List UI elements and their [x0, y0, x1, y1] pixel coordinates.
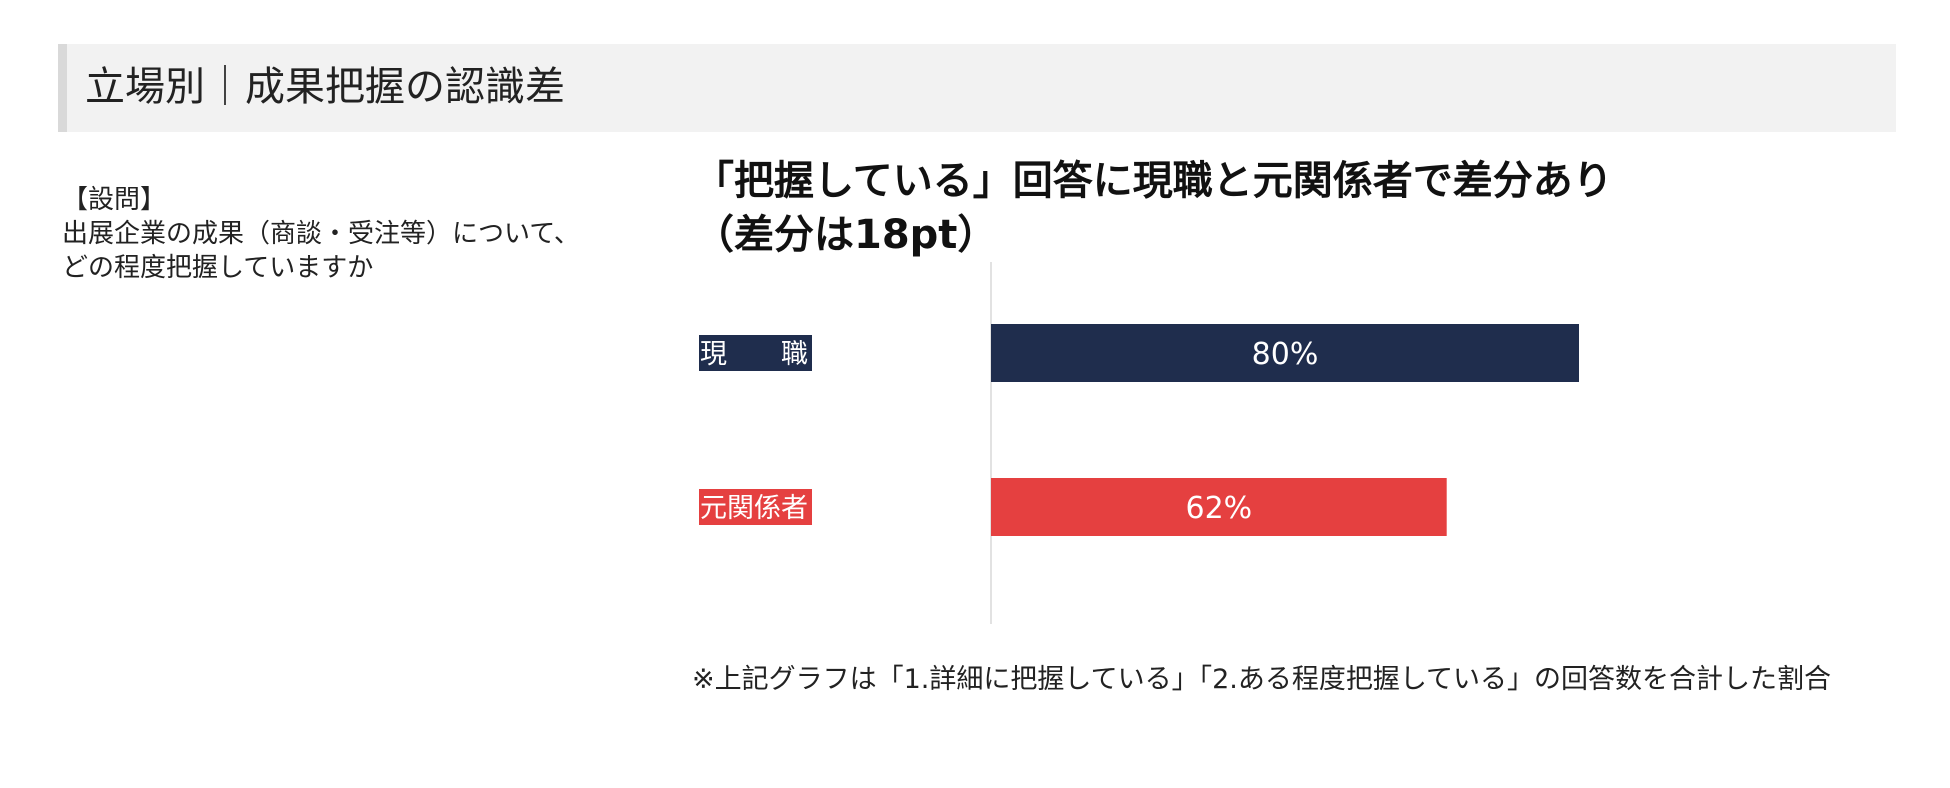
chart-headline-line1: 「把握している」回答に現職と元関係者で差分あり	[694, 158, 1613, 204]
question-text-line2: どの程度把握していますか	[62, 253, 374, 283]
data-label: 62%	[1186, 491, 1253, 526]
footnote: ※上記グラフは「1.詳細に把握している」「2.ある程度把握している」の回答数を合…	[692, 664, 1832, 695]
category-label-bg	[699, 335, 812, 371]
bar	[991, 478, 1447, 536]
header-bar: 立場別｜成果把握の認識差	[58, 44, 1896, 132]
question-text-line1: 出展企業の成果（商談・受注等）について、	[62, 219, 580, 249]
data-label: 80%	[1252, 337, 1319, 372]
bar	[991, 324, 1579, 382]
chart-headline-line2: （差分は18pt）	[694, 212, 998, 258]
category-label: 元関係者	[700, 493, 808, 524]
chart-headline: 「把握している」回答に現職と元関係者で差分あり （差分は18pt）	[694, 154, 1894, 262]
category-label: 現 職	[700, 339, 808, 370]
question-label: 【設問】	[62, 185, 167, 215]
category-label-bg	[699, 489, 812, 525]
question-block: 【設問】 出展企業の成果（商談・受注等）について、 どの程度把握していますか	[62, 183, 662, 285]
page-title: 立場別｜成果把握の認識差	[85, 64, 565, 110]
